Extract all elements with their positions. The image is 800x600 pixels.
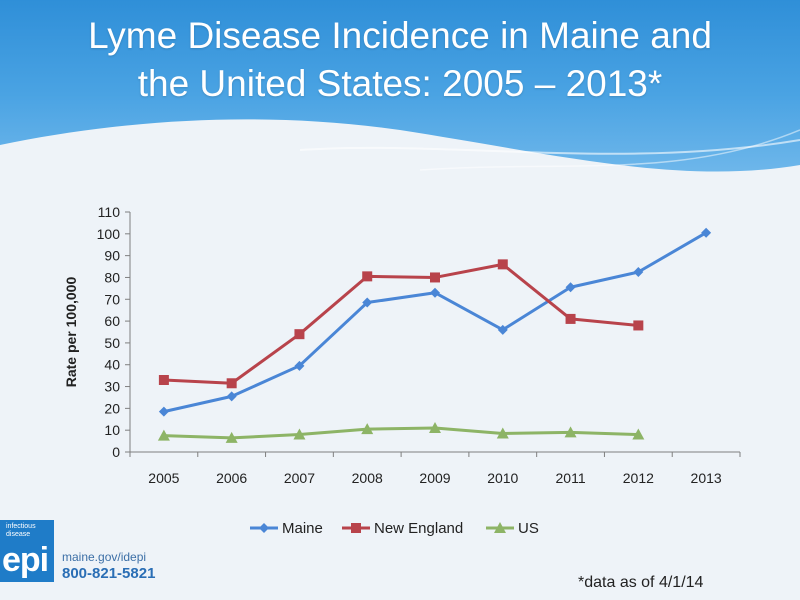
data-point-us: [157, 429, 170, 441]
data-point-new-england: [226, 378, 237, 389]
line-chart: 0 10 20 30 40 50 60 70 80 90 100 110 2005 2006 2007 200…: [63, 204, 741, 537]
data-point-maine: [633, 267, 644, 277]
x-tick-label: 2010: [487, 470, 518, 486]
x-tick-label: 2012: [623, 470, 654, 486]
data-point-us: [293, 428, 306, 440]
data-point-new-england: [158, 375, 169, 385]
data-point-new-england: [633, 320, 644, 331]
y-tick-label: 30: [104, 379, 120, 395]
legend-marker-maine: [259, 523, 269, 533]
slide-title: Lyme Disease Incidence in Maine and the …: [0, 12, 800, 108]
x-tick-label: 2005: [148, 470, 179, 486]
data-point-maine: [430, 287, 440, 298]
y-axis-label: Rate per 100,000: [63, 277, 79, 388]
x-tick-label: 2006: [216, 470, 247, 486]
data-point-maine: [565, 282, 576, 293]
logo-phone: 800-821-5821: [62, 565, 156, 582]
y-tick-label: 20: [104, 400, 120, 416]
legend-marker-new-england: [351, 523, 361, 533]
data-point-us: [564, 426, 577, 438]
data-point-new-england: [565, 313, 576, 324]
y-tick-label: 100: [97, 226, 121, 242]
data-point-maine: [158, 406, 169, 417]
logo-small-text: infectious disease: [6, 523, 36, 538]
data-point-maine: [497, 324, 508, 335]
title-line-1: Lyme Disease Incidence in Maine and: [88, 15, 712, 56]
y-tick-label: 60: [104, 313, 120, 329]
legend-label-maine: Maine: [282, 520, 323, 537]
title-line-2: the United States: 2005 – 2013*: [137, 63, 663, 104]
y-tick-label: 110: [98, 204, 121, 220]
series-line-new-england: [163, 262, 639, 385]
y-tick-label: 70: [104, 291, 120, 307]
data-point-maine: [362, 297, 373, 308]
data-point-new-england: [362, 271, 373, 282]
x-tick-label: 2011: [556, 470, 586, 486]
data-point-us: [361, 423, 374, 435]
series-line-us: [163, 426, 639, 440]
header-wave: [0, 119, 800, 250]
data-point-us: [632, 428, 645, 440]
x-tick-label: 2008: [352, 470, 383, 486]
data-point-us: [225, 431, 238, 443]
x-tick-label: 2009: [419, 470, 450, 486]
epi-logo: infectious disease epi: [0, 520, 54, 582]
data-point-new-england: [430, 272, 440, 283]
data-point-new-england: [497, 259, 508, 270]
data-point-us: [496, 427, 509, 439]
data-footnote: *data as of 4/1/14: [578, 574, 704, 591]
x-tick-label: 2013: [691, 470, 722, 486]
y-tick-label: 10: [104, 422, 120, 438]
data-point-us: [429, 422, 441, 433]
data-point-maine: [701, 227, 712, 238]
data-point-maine: [294, 360, 305, 371]
y-tick-label: 0: [112, 444, 120, 460]
y-tick-label: 50: [104, 335, 120, 351]
series-line-maine: [163, 231, 707, 414]
legend-marker-us: [494, 522, 506, 533]
y-tick-label: 40: [104, 357, 120, 373]
logo-big-text: epi: [2, 541, 49, 579]
data-point-maine: [226, 391, 237, 402]
legend-label-us: US: [518, 520, 539, 537]
legend-label-new-england: New England: [374, 520, 463, 537]
data-point-new-england: [294, 329, 305, 340]
x-tick-label: 2007: [284, 470, 315, 486]
y-tick-label: 90: [104, 248, 120, 264]
y-tick-label: 80: [104, 269, 120, 285]
logo-url: maine.gov/idepi: [62, 550, 147, 564]
chart-container: 0 10 20 30 40 50 60 70 80 90 100 110 2005 2006 2007 200…: [0, 190, 800, 570]
